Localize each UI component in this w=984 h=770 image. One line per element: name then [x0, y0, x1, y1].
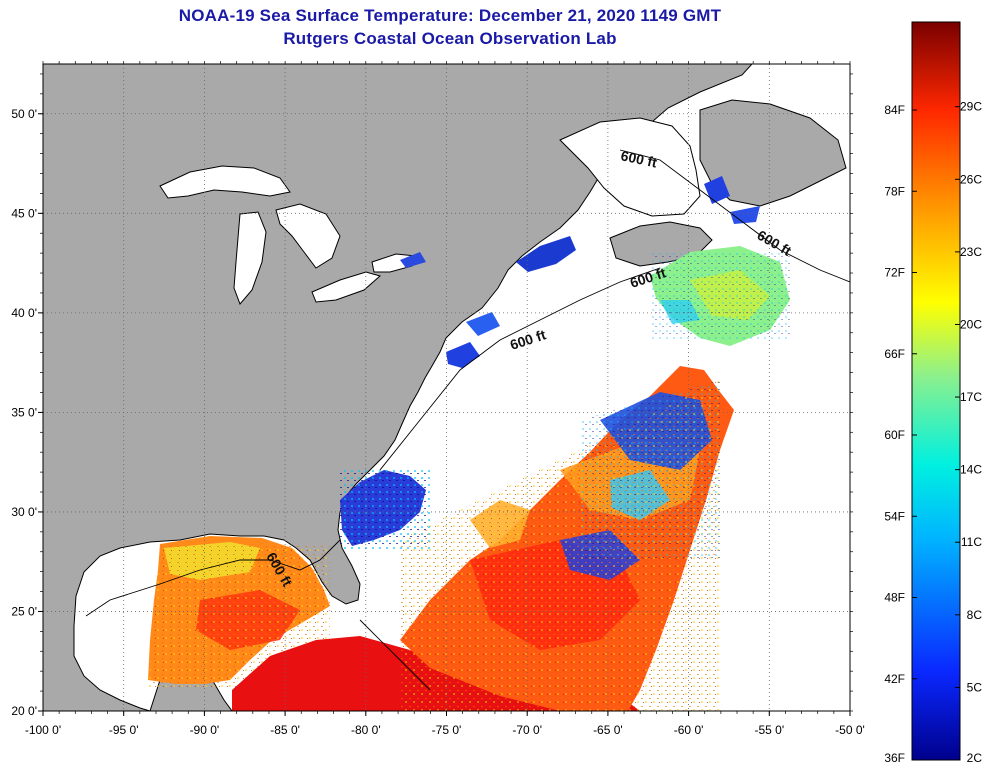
- lon-tick-label: -50 0': [835, 723, 865, 737]
- graticule: [43, 64, 850, 711]
- colorbar-f-label: 78F: [884, 184, 905, 198]
- lat-tick-label: 20 0': [11, 704, 37, 718]
- colorbar-f-label: 72F: [884, 266, 905, 280]
- colorbar-c-label: 17C: [960, 390, 982, 404]
- contour-label: 600 ft: [619, 147, 658, 170]
- lon-tick-label: -60 0': [674, 723, 704, 737]
- lat-tick-label: 25 0': [11, 604, 37, 618]
- map-subtitle: Rutgers Coastal Ocean Observation Lab: [283, 29, 617, 48]
- colorbar-celsius-scale: 29C 26C 23C 20C 17C 14C 11C 8C 5C 2C: [955, 100, 982, 765]
- colorbar-c-label: 20C: [960, 317, 982, 331]
- lat-tick-label: 40 0': [11, 306, 37, 320]
- lat-tick-label: 45 0': [11, 206, 37, 220]
- lon-tick-label: -55 0': [754, 723, 784, 737]
- lon-tick-label: -100 0': [25, 723, 61, 737]
- lon-tick-label: -95 0': [109, 723, 139, 737]
- latitude-axis: 20 0' 25 0' 30 0' 35 0' 40 0' 45 0' 50 0': [11, 73, 853, 718]
- map-title: NOAA-19 Sea Surface Temperature: Decembe…: [178, 6, 722, 25]
- lake-superior: [159, 165, 291, 199]
- lat-tick-label: 50 0': [11, 107, 37, 121]
- colorbar: [911, 21, 961, 761]
- colorbar-f-label: 60F: [884, 428, 905, 442]
- colorbar-c-label: 2C: [967, 751, 983, 765]
- lake-huron: [275, 203, 341, 269]
- colorbar-c-label: 8C: [967, 608, 983, 622]
- lon-tick-label: -80 0': [351, 723, 381, 737]
- lon-tick-label: -90 0': [190, 723, 220, 737]
- colorbar-c-label: 5C: [967, 680, 983, 694]
- colorbar-f-label: 84F: [884, 103, 905, 117]
- lake-michigan: [233, 211, 267, 305]
- gulf-st-lawrence: [559, 117, 701, 217]
- colorbar-c-label: 14C: [960, 463, 982, 477]
- colorbar-f-label: 66F: [884, 347, 905, 361]
- lon-tick-label: -75 0': [432, 723, 462, 737]
- colorbar-c-label: 11C: [961, 535, 982, 549]
- colorbar-c-label: 26C: [960, 172, 982, 186]
- lon-tick-label: -70 0': [512, 723, 542, 737]
- colorbar-f-label: 36F: [884, 751, 905, 765]
- lat-tick-label: 35 0': [11, 405, 37, 419]
- colorbar-c-label: 29C: [960, 100, 982, 114]
- colorbar-f-label: 54F: [884, 509, 905, 523]
- lon-tick-label: -65 0': [593, 723, 623, 737]
- colorbar-f-label: 48F: [884, 591, 905, 605]
- lon-tick-label: -85 0': [270, 723, 300, 737]
- colorbar-c-label: 23C: [960, 245, 982, 259]
- sst-data-layer: [148, 176, 790, 711]
- lake-erie: [311, 271, 382, 303]
- isobath-600ft: [85, 149, 850, 691]
- longitude-axis: -100 0' -95 0' -90 0' -85 0' -80 0' -75 0' -70…: [25, 61, 865, 737]
- lat-tick-label: 30 0': [11, 505, 37, 519]
- colorbar-fahrenheit-scale: 84F 78F 72F 66F 60F 54F 48F 42F 36F: [884, 103, 917, 765]
- colorbar-f-label: 42F: [884, 672, 905, 686]
